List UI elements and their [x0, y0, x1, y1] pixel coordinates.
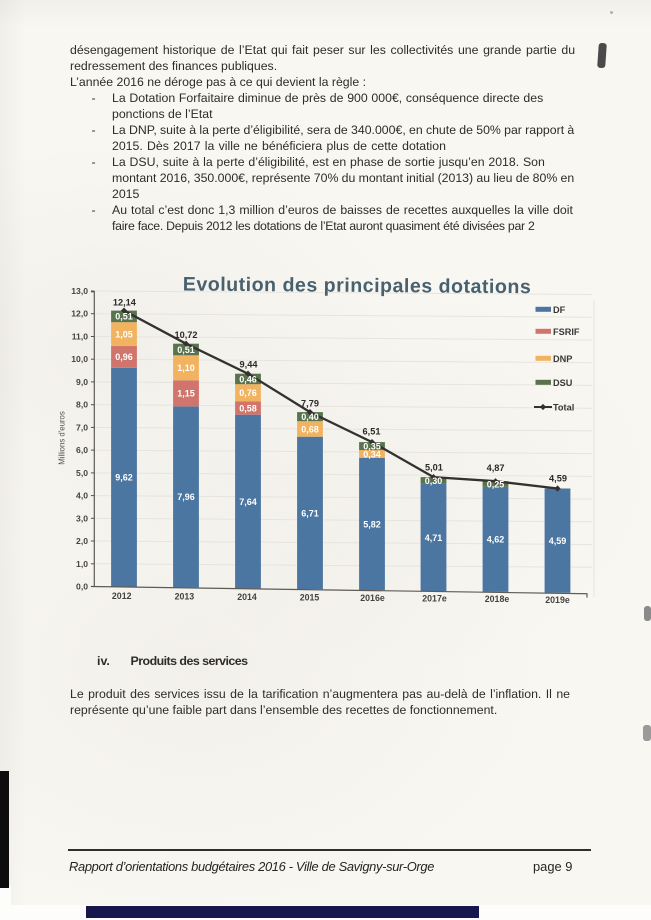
svg-text:2017e: 2017e: [422, 594, 447, 604]
svg-text:DNP: DNP: [553, 354, 572, 364]
svg-text:11,0: 11,0: [72, 332, 88, 342]
svg-text:9,44: 9,44: [240, 359, 259, 369]
svg-text:DSU: DSU: [553, 378, 573, 388]
svg-text:7,96: 7,96: [177, 492, 195, 502]
svg-text:4,0: 4,0: [76, 491, 88, 501]
svg-text:2,0: 2,0: [76, 536, 88, 546]
svg-text:2013: 2013: [175, 591, 195, 601]
svg-text:12,0: 12,0: [71, 309, 88, 319]
svg-text:5,82: 5,82: [363, 519, 381, 529]
svg-text:7,79: 7,79: [301, 399, 319, 409]
svg-text:0,40: 0,40: [301, 412, 319, 422]
svg-text:9,0: 9,0: [76, 377, 88, 387]
svg-text:4,59: 4,59: [549, 536, 567, 546]
svg-text:10,0: 10,0: [71, 354, 88, 364]
svg-text:4,87: 4,87: [487, 463, 505, 473]
svg-text:0,96: 0,96: [115, 352, 133, 362]
svg-text:2014: 2014: [237, 592, 257, 602]
svg-text:7,0: 7,0: [76, 422, 88, 432]
svg-text:1,15: 1,15: [177, 389, 195, 399]
svg-text:0,58: 0,58: [239, 403, 257, 413]
svg-text:2012: 2012: [112, 591, 132, 601]
svg-text:7,64: 7,64: [239, 497, 257, 507]
svg-text:0,76: 0,76: [239, 388, 257, 398]
svg-text:2016e: 2016e: [360, 593, 385, 603]
svg-text:13,0: 13,0: [71, 286, 88, 296]
svg-text:4,59: 4,59: [549, 473, 567, 483]
svg-text:2018e: 2018e: [485, 594, 510, 604]
svg-text:Evolution des principales dota: Evolution des principales dotations: [183, 273, 532, 298]
svg-text:Millions d'euros: Millions d'euros: [58, 411, 67, 465]
svg-text:1,10: 1,10: [177, 363, 195, 373]
svg-text:12,14: 12,14: [113, 297, 137, 307]
svg-text:2015: 2015: [300, 593, 320, 603]
svg-text:1,0: 1,0: [76, 559, 88, 569]
svg-text:4,62: 4,62: [487, 535, 505, 545]
svg-text:0,35: 0,35: [363, 441, 381, 451]
svg-text:8,0: 8,0: [76, 400, 88, 410]
svg-text:2019e: 2019e: [545, 595, 570, 605]
svg-text:4,71: 4,71: [425, 533, 443, 543]
svg-text:Total: Total: [553, 403, 574, 413]
svg-text:5,01: 5,01: [425, 462, 443, 472]
svg-text:3,0: 3,0: [76, 513, 88, 523]
svg-text:0,0: 0,0: [76, 582, 88, 592]
svg-text:0,25: 0,25: [487, 479, 505, 489]
svg-text:10,72: 10,72: [175, 330, 198, 340]
svg-text:0,30: 0,30: [425, 476, 443, 486]
svg-text:FSRIF: FSRIF: [553, 327, 580, 337]
svg-text:1,05: 1,05: [115, 329, 133, 339]
svg-text:0,51: 0,51: [177, 345, 195, 355]
svg-text:0,34: 0,34: [363, 449, 381, 459]
svg-text:0,51: 0,51: [115, 312, 133, 322]
svg-text:0,68: 0,68: [301, 424, 319, 434]
svg-text:6,71: 6,71: [301, 508, 319, 518]
svg-text:DF: DF: [553, 305, 566, 315]
svg-text:6,51: 6,51: [363, 427, 381, 437]
svg-text:6,0: 6,0: [76, 445, 88, 455]
svg-text:0,46: 0,46: [239, 374, 257, 384]
svg-text:9,62: 9,62: [115, 473, 133, 483]
svg-text:5,0: 5,0: [76, 468, 88, 478]
